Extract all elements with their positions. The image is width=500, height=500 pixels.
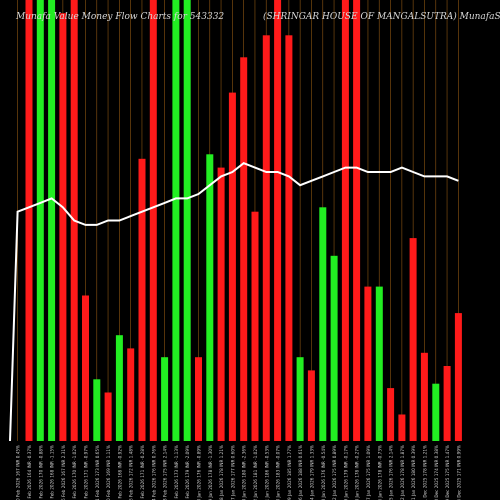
bar [398, 414, 406, 441]
x-tick-label: Tue 10 Feb 2026 169 INR 1.11% [106, 445, 111, 500]
x-tick-label: Wed 07 Jan 2026 175 INR 1.09% [366, 445, 371, 500]
x-tick-label: Mon 12 Jan 2026 175 INR 0.89% [332, 445, 337, 500]
x-tick-label: Fri 16 Jan 2026 188 INR 0.61% [298, 445, 303, 500]
bar [432, 383, 440, 441]
trend-line [9, 162, 459, 442]
x-tick-label: Fri 20 Feb 2026 167 INR 0.45% [16, 445, 21, 500]
x-tick-label: Fri 26 Dec 2025 171 INR 0.99% [456, 445, 461, 500]
bar-series [25, 0, 462, 442]
bar [82, 295, 89, 441]
bar [262, 35, 270, 442]
bar [375, 286, 383, 441]
x-tick-label: Fri 09 Jan 2026 179 INR -0.17% [343, 445, 348, 500]
bar [36, 0, 44, 441]
x-tick-label: Mon 05 Jan 2026 176 INR 2.14% [389, 445, 394, 500]
chart-title-left: Munafa Value Money Flow Charts for 54333… [16, 12, 225, 22]
x-tick-label: Thu 08 Jan 2026 178 INR -0.27% [355, 445, 360, 500]
x-tick-label: Tue 20 Jan 2026 183 INR -0.07% [276, 445, 281, 500]
x-tick-label: Wed 14 Jan 2026 179 INR 1.33% [309, 445, 314, 500]
x-tick-label: Tue 17 Feb 2026 168 INR -1.15% [50, 445, 55, 500]
x-tick-label: Mon 29 Dec 2025 175 INR 1.47% [445, 445, 450, 500]
bar [353, 0, 361, 441]
bar [420, 352, 428, 441]
x-tick-label: Tue 30 Dec 2025 174 INR 0.38% [434, 445, 439, 500]
bar [48, 0, 56, 441]
bar [104, 392, 112, 441]
bar [172, 0, 180, 441]
x-tick-label: Mon 09 Feb 2026 168 INR -0.92% [117, 445, 122, 500]
x-tick-label: Sun 01 Feb 2026 179 INR -2.09% [185, 445, 190, 500]
x-tick-label: Mon 19 Jan 2026 185 INR 1.77% [287, 445, 292, 500]
bar [443, 366, 451, 441]
bar [206, 154, 214, 442]
x-tick-label: Wed 11 Feb 2026 173 INR 0.65% [95, 445, 100, 500]
x-tick-label: Mon 02 Feb 2026 173 INR -1.13% [174, 445, 179, 500]
x-tick-label: Tue 27 Jan 2026 177 INR 0.60% [230, 445, 235, 500]
x-tick-label: Thu 12 Feb 2026 171 INR -0.97% [84, 445, 89, 500]
x-tick-label: Wed 04 Feb 2026 176 INR 0.76% [151, 445, 156, 500]
bar [161, 357, 169, 441]
bar [319, 207, 327, 441]
bar [307, 370, 315, 441]
trend-line-series [9, 162, 459, 442]
bar [93, 379, 101, 441]
bar [341, 0, 349, 441]
bar [285, 35, 293, 442]
bar [183, 0, 191, 441]
bar [115, 335, 123, 441]
bar [217, 167, 225, 441]
bar [454, 313, 462, 441]
bar [195, 357, 202, 441]
bar [228, 92, 236, 441]
x-tick-label: Thu 19 Feb 2026 164 INR -0.37% [27, 445, 32, 500]
x-tick-label: Wed 31 Dec 2025 178 INR 1.21% [422, 445, 427, 500]
x-tick-label: Thu 29 Jan 2026 178 INR -1.30% [208, 445, 213, 500]
bar [127, 348, 135, 441]
bar [149, 0, 157, 441]
bar [330, 255, 338, 441]
bar [274, 0, 282, 441]
x-tick-label: Thu 05 Feb 2026 171 INR -0.28% [140, 445, 145, 500]
x-tick-label: Mon 16 Feb 2026 167 INR 2.31% [61, 445, 66, 500]
bar [59, 13, 67, 441]
x-tick-labels: Fri 20 Feb 2026 167 INR 0.45% Thu 19 Feb … [16, 445, 462, 500]
chart-title-right: (SHRINGAR HOUSE OF MANGALSUTRA) MunafaSu… [263, 12, 500, 22]
x-tick-label: Tue 06 Jan 2026 178 INR -0.73% [377, 445, 382, 500]
bar [240, 57, 248, 442]
bar [251, 211, 259, 441]
x-tick-label: Fri 13 Feb 2026 170 INR -1.02% [72, 445, 77, 500]
x-tick-label: Wed 28 Jan 2026 178 INR 1.21% [219, 445, 224, 500]
x-tick-label: Wed 18 Feb 2026 170 INR -0.88% [38, 445, 43, 500]
x-tick-label: Fri 23 Jan 2026 180 INR -2.36% [242, 445, 247, 500]
x-tick-label: Tue 03 Feb 2026 175 INR 2.14% [163, 445, 168, 500]
bar [409, 238, 417, 441]
bar [364, 286, 372, 441]
x-tick-label: Tue 13 Jan 2026 176 INR -0.54% [321, 445, 326, 500]
x-tick-label: Thu 01 Jan 2026 180 INR 0.39% [411, 445, 416, 500]
bar [387, 388, 395, 441]
x-tick-label: Fri 06 Feb 2026 172 INR 1.48% [129, 445, 134, 500]
bar [296, 357, 304, 441]
bar [25, 0, 33, 441]
x-tick-label: Fri 02 Jan 2026 178 INR 1.87% [400, 445, 405, 500]
bar [138, 158, 146, 442]
x-tick-label: Thu 22 Jan 2026 181 INR -1.02% [253, 445, 258, 500]
x-tick-label: Fri 30 Jan 2026 176 INR -0.89% [197, 445, 202, 500]
x-tick-label: Wed 21 Jan 2026 186 INR -0.53% [264, 445, 269, 500]
